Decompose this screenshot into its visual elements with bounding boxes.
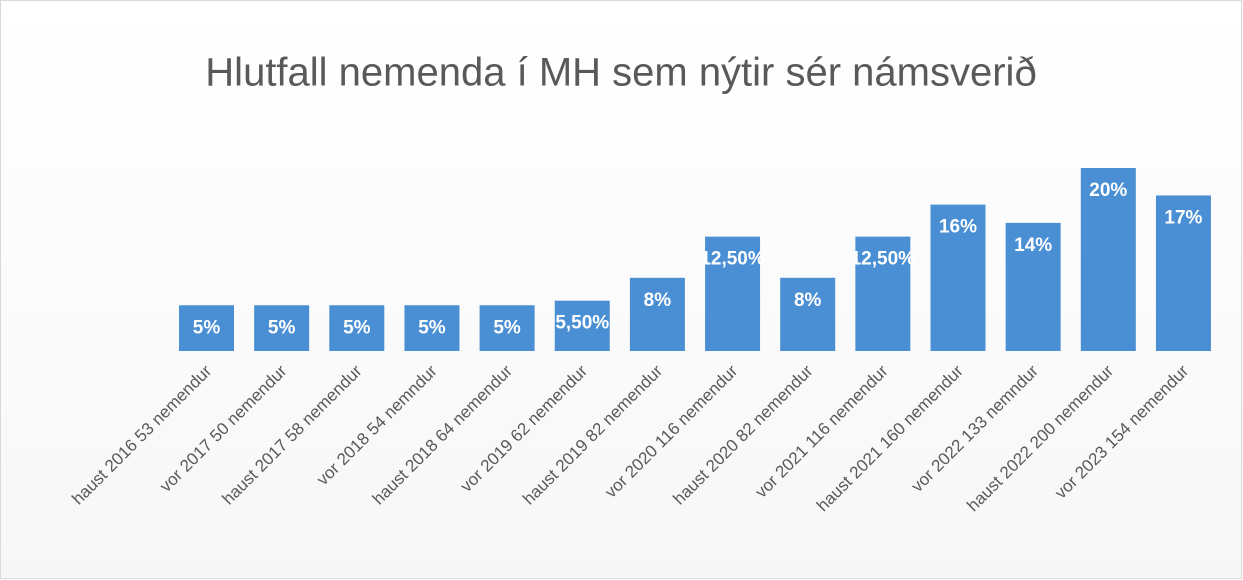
chart-title: Hlutfall nemenda í MH sem nýtir sér náms… <box>205 51 1036 95</box>
bar <box>1155 195 1211 351</box>
data-label: 14% <box>1014 235 1052 256</box>
bar <box>1080 168 1136 351</box>
bar <box>329 305 385 351</box>
data-label: 5% <box>193 317 221 338</box>
bar <box>179 305 234 351</box>
data-label: 5% <box>268 317 296 338</box>
data-label: 8% <box>644 290 672 311</box>
data-label: 5% <box>418 317 446 338</box>
data-label: 8% <box>794 290 822 311</box>
bar <box>629 277 685 351</box>
bar <box>855 236 911 351</box>
bar <box>780 277 836 351</box>
bar <box>705 236 761 351</box>
data-label: 12,50% <box>851 249 916 270</box>
bar <box>930 204 986 351</box>
data-label: 12,50% <box>700 249 765 270</box>
data-label: 5% <box>343 317 371 338</box>
bar <box>554 300 610 351</box>
data-label: 5,50% <box>555 313 609 334</box>
bar <box>479 305 535 351</box>
data-label: 16% <box>939 217 977 238</box>
bar <box>1005 222 1061 351</box>
data-label: 20% <box>1089 180 1127 201</box>
data-label: 17% <box>1164 207 1202 228</box>
bar <box>404 305 460 351</box>
data-label: 5% <box>493 317 521 338</box>
bar <box>254 305 310 351</box>
